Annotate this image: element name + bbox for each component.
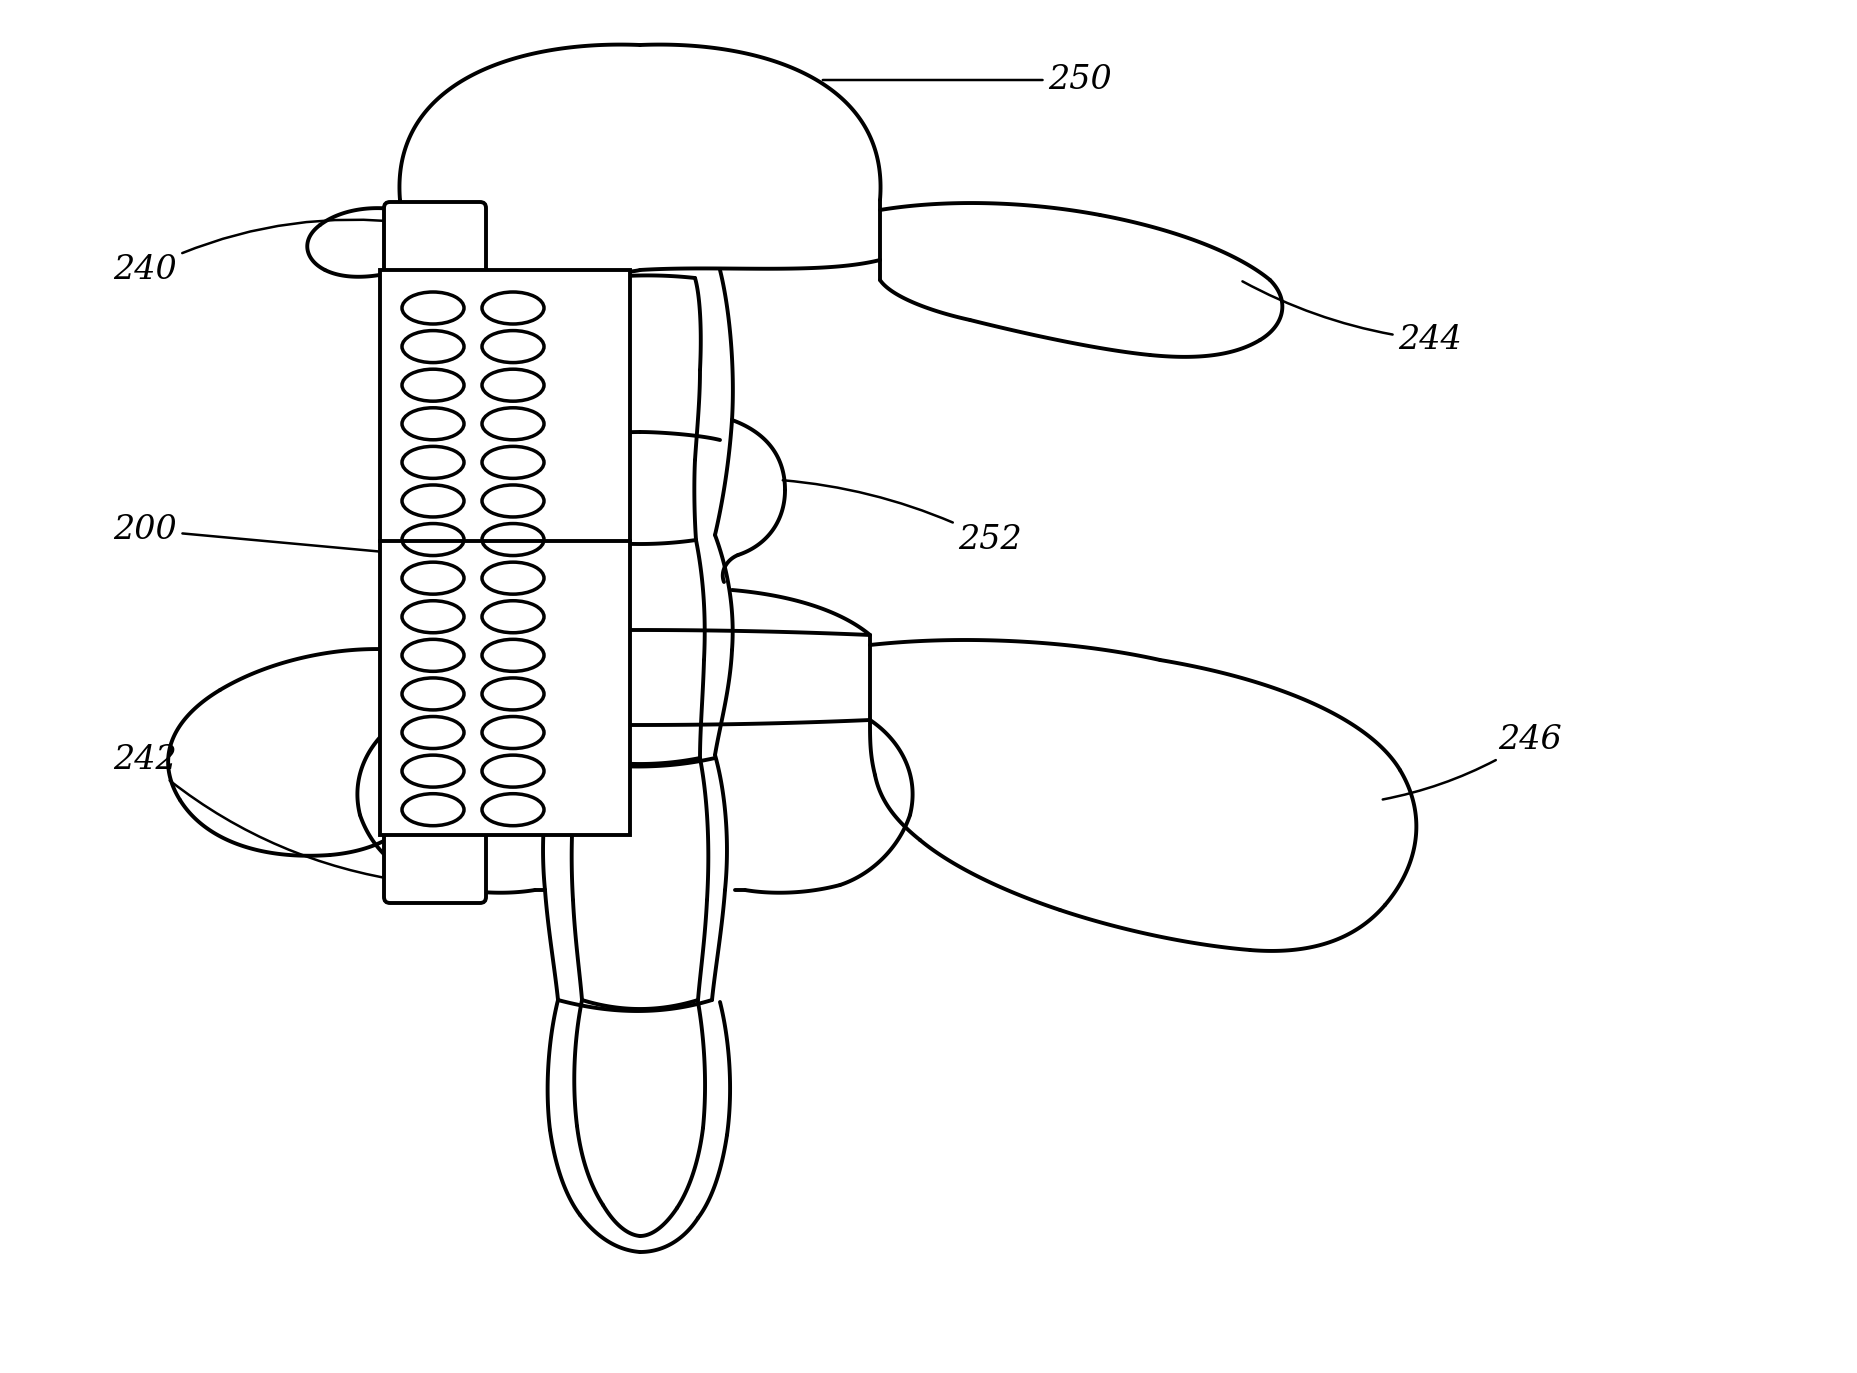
Text: 242: 242: [113, 744, 407, 881]
Ellipse shape: [481, 678, 544, 710]
Ellipse shape: [401, 678, 464, 710]
Ellipse shape: [401, 408, 464, 439]
Ellipse shape: [481, 640, 544, 671]
Ellipse shape: [401, 755, 464, 787]
Ellipse shape: [481, 794, 544, 825]
Ellipse shape: [401, 369, 464, 401]
Ellipse shape: [481, 369, 544, 401]
Ellipse shape: [401, 292, 464, 324]
Ellipse shape: [481, 601, 544, 633]
Ellipse shape: [401, 717, 464, 748]
Text: 252: 252: [782, 481, 1021, 556]
Bar: [381, 270, 630, 835]
Ellipse shape: [481, 717, 544, 748]
Ellipse shape: [481, 446, 544, 478]
FancyBboxPatch shape: [384, 829, 487, 903]
Text: 246: 246: [1382, 724, 1562, 799]
Ellipse shape: [401, 446, 464, 478]
Ellipse shape: [481, 485, 544, 518]
Ellipse shape: [481, 292, 544, 324]
Ellipse shape: [401, 562, 464, 595]
Text: 250: 250: [823, 65, 1110, 96]
Ellipse shape: [401, 331, 464, 362]
Ellipse shape: [401, 601, 464, 633]
Ellipse shape: [401, 794, 464, 825]
Text: 240: 240: [113, 220, 407, 286]
Ellipse shape: [481, 331, 544, 362]
Ellipse shape: [481, 755, 544, 787]
Ellipse shape: [481, 408, 544, 439]
Ellipse shape: [481, 523, 544, 556]
FancyBboxPatch shape: [384, 202, 487, 276]
Ellipse shape: [401, 485, 464, 518]
Ellipse shape: [481, 562, 544, 595]
Ellipse shape: [401, 523, 464, 556]
Text: 200: 200: [113, 514, 386, 552]
Ellipse shape: [401, 640, 464, 671]
Text: 244: 244: [1242, 281, 1461, 356]
